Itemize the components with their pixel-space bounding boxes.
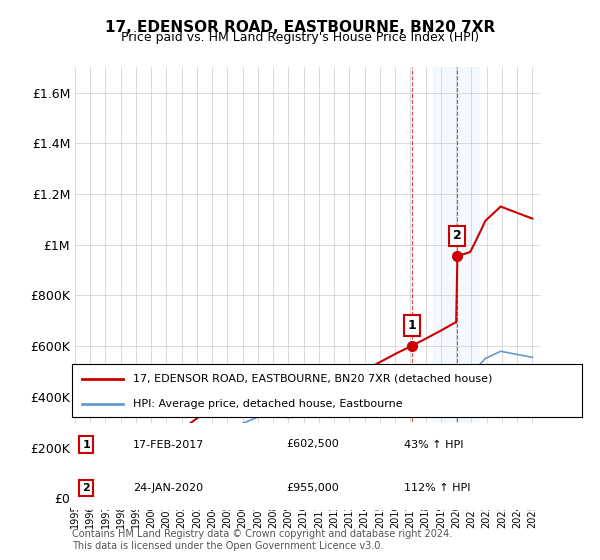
- Text: 112% ↑ HPI: 112% ↑ HPI: [404, 483, 470, 493]
- Text: 1: 1: [82, 440, 90, 450]
- Text: 24-JAN-2020: 24-JAN-2020: [133, 483, 203, 493]
- Text: 17, EDENSOR ROAD, EASTBOURNE, BN20 7XR: 17, EDENSOR ROAD, EASTBOURNE, BN20 7XR: [105, 20, 495, 35]
- Text: 17-FEB-2017: 17-FEB-2017: [133, 440, 205, 450]
- Text: £602,500: £602,500: [286, 440, 339, 450]
- Text: 43% ↑ HPI: 43% ↑ HPI: [404, 440, 463, 450]
- Text: Price paid vs. HM Land Registry's House Price Index (HPI): Price paid vs. HM Land Registry's House …: [121, 31, 479, 44]
- Text: HPI: Average price, detached house, Eastbourne: HPI: Average price, detached house, East…: [133, 399, 403, 409]
- Text: 2: 2: [82, 483, 90, 493]
- Text: 1: 1: [408, 319, 416, 332]
- Text: £955,000: £955,000: [286, 483, 339, 493]
- Bar: [433, 67, 479, 498]
- Text: 17, EDENSOR ROAD, EASTBOURNE, BN20 7XR (detached house): 17, EDENSOR ROAD, EASTBOURNE, BN20 7XR (…: [133, 374, 493, 384]
- Text: 2: 2: [453, 230, 461, 242]
- Text: Contains HM Land Registry data © Crown copyright and database right 2024.
This d: Contains HM Land Registry data © Crown c…: [72, 529, 452, 551]
